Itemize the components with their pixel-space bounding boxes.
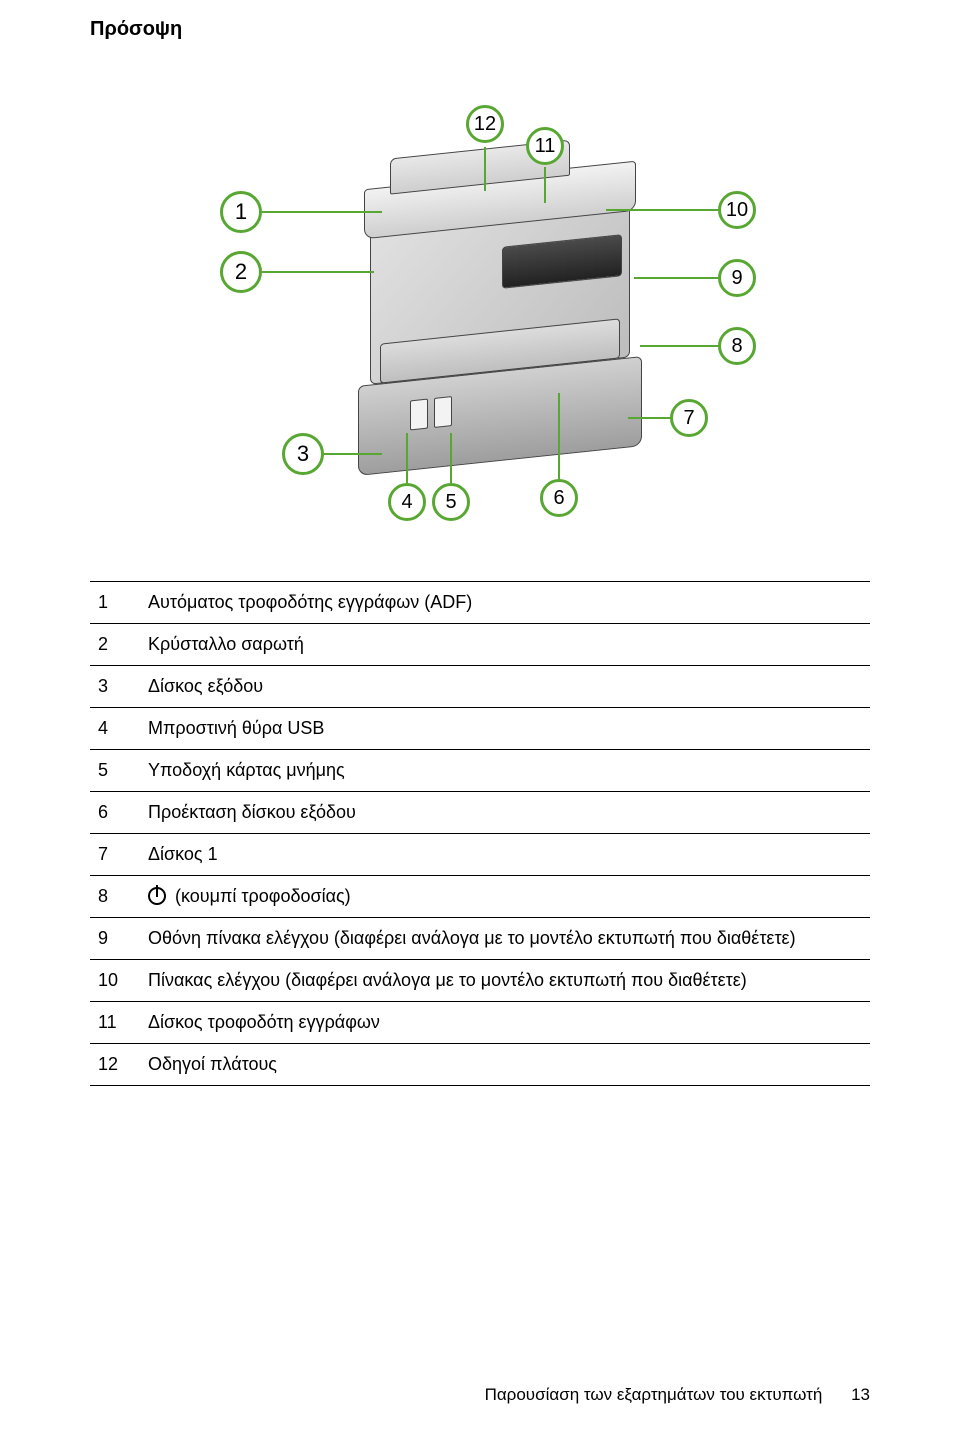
row-number: 12 bbox=[90, 1044, 142, 1086]
callout-lead bbox=[640, 345, 718, 347]
page-footer: Παρουσίαση των εξαρτημάτων του εκτυπωτή … bbox=[485, 1385, 870, 1405]
power-icon bbox=[148, 887, 166, 905]
table-row: 7Δίσκος 1 bbox=[90, 834, 870, 876]
table-row: 4Μπροστινή θύρα USB bbox=[90, 708, 870, 750]
callout-badge: 8 bbox=[718, 327, 756, 365]
row-label: Δίσκος εξόδου bbox=[142, 666, 870, 708]
row-label: (κουμπί τροφοδοσίας) bbox=[142, 876, 870, 918]
row-number: 5 bbox=[90, 750, 142, 792]
callout-badge: 4 bbox=[388, 483, 426, 521]
table-row: 12Οδηγοί πλάτους bbox=[90, 1044, 870, 1086]
row-number: 2 bbox=[90, 624, 142, 666]
table-row: 9Οθόνη πίνακα ελέγχου (διαφέρει ανάλογα … bbox=[90, 918, 870, 960]
row-number: 4 bbox=[90, 708, 142, 750]
callout-badge: 11 bbox=[526, 127, 564, 165]
row-number: 10 bbox=[90, 960, 142, 1002]
printer-card-slot bbox=[434, 396, 452, 428]
row-number: 7 bbox=[90, 834, 142, 876]
printer-illustration bbox=[350, 165, 650, 457]
table-row: 5Υποδοχή κάρτας μνήμης bbox=[90, 750, 870, 792]
row-number: 11 bbox=[90, 1002, 142, 1044]
row-number: 3 bbox=[90, 666, 142, 708]
callout-badge: 5 bbox=[432, 483, 470, 521]
diagram-container: 123456789101112 bbox=[90, 71, 870, 531]
table-row: 3Δίσκος εξόδου bbox=[90, 666, 870, 708]
callout-badge: 1 bbox=[220, 191, 262, 233]
row-label: Κρύσταλλο σαρωτή bbox=[142, 624, 870, 666]
row-number: 8 bbox=[90, 876, 142, 918]
row-label: Υποδοχή κάρτας μνήμης bbox=[142, 750, 870, 792]
table-row: 10Πίνακας ελέγχου (διαφέρει ανάλογα με τ… bbox=[90, 960, 870, 1002]
section-title: Πρόσοψη bbox=[90, 18, 870, 41]
row-label: Οδηγοί πλάτους bbox=[142, 1044, 870, 1086]
row-label: Πίνακας ελέγχου (διαφέρει ανάλογα με το … bbox=[142, 960, 870, 1002]
printer-diagram: 123456789101112 bbox=[170, 71, 790, 531]
row-label: Αυτόματος τροφοδότης εγγράφων (ADF) bbox=[142, 582, 870, 624]
callout-badge: 7 bbox=[670, 399, 708, 437]
row-number: 6 bbox=[90, 792, 142, 834]
callout-badge: 2 bbox=[220, 251, 262, 293]
callout-badge: 12 bbox=[466, 105, 504, 143]
row-label: Προέκταση δίσκου εξόδου bbox=[142, 792, 870, 834]
table-row: 11Δίσκος τροφοδότη εγγράφων bbox=[90, 1002, 870, 1044]
row-label: Δίσκος 1 bbox=[142, 834, 870, 876]
printer-usb-slot bbox=[410, 399, 428, 431]
callout-badge: 6 bbox=[540, 479, 578, 517]
table-row: 1Αυτόματος τροφοδότης εγγράφων (ADF) bbox=[90, 582, 870, 624]
callout-badge: 9 bbox=[718, 259, 756, 297]
parts-table: 1Αυτόματος τροφοδότης εγγράφων (ADF)2Κρύ… bbox=[90, 581, 870, 1086]
callout-badge: 3 bbox=[282, 433, 324, 475]
callout-badge: 10 bbox=[718, 191, 756, 229]
row-label: Δίσκος τροφοδότη εγγράφων bbox=[142, 1002, 870, 1044]
page-number: 13 bbox=[851, 1385, 870, 1404]
table-row: 8 (κουμπί τροφοδοσίας) bbox=[90, 876, 870, 918]
table-row: 2Κρύσταλλο σαρωτή bbox=[90, 624, 870, 666]
row-label: Οθόνη πίνακα ελέγχου (διαφέρει ανάλογα μ… bbox=[142, 918, 870, 960]
row-number: 9 bbox=[90, 918, 142, 960]
table-row: 6Προέκταση δίσκου εξόδου bbox=[90, 792, 870, 834]
row-label: Μπροστινή θύρα USB bbox=[142, 708, 870, 750]
row-number: 1 bbox=[90, 582, 142, 624]
footer-text: Παρουσίαση των εξαρτημάτων του εκτυπωτή bbox=[485, 1385, 823, 1404]
